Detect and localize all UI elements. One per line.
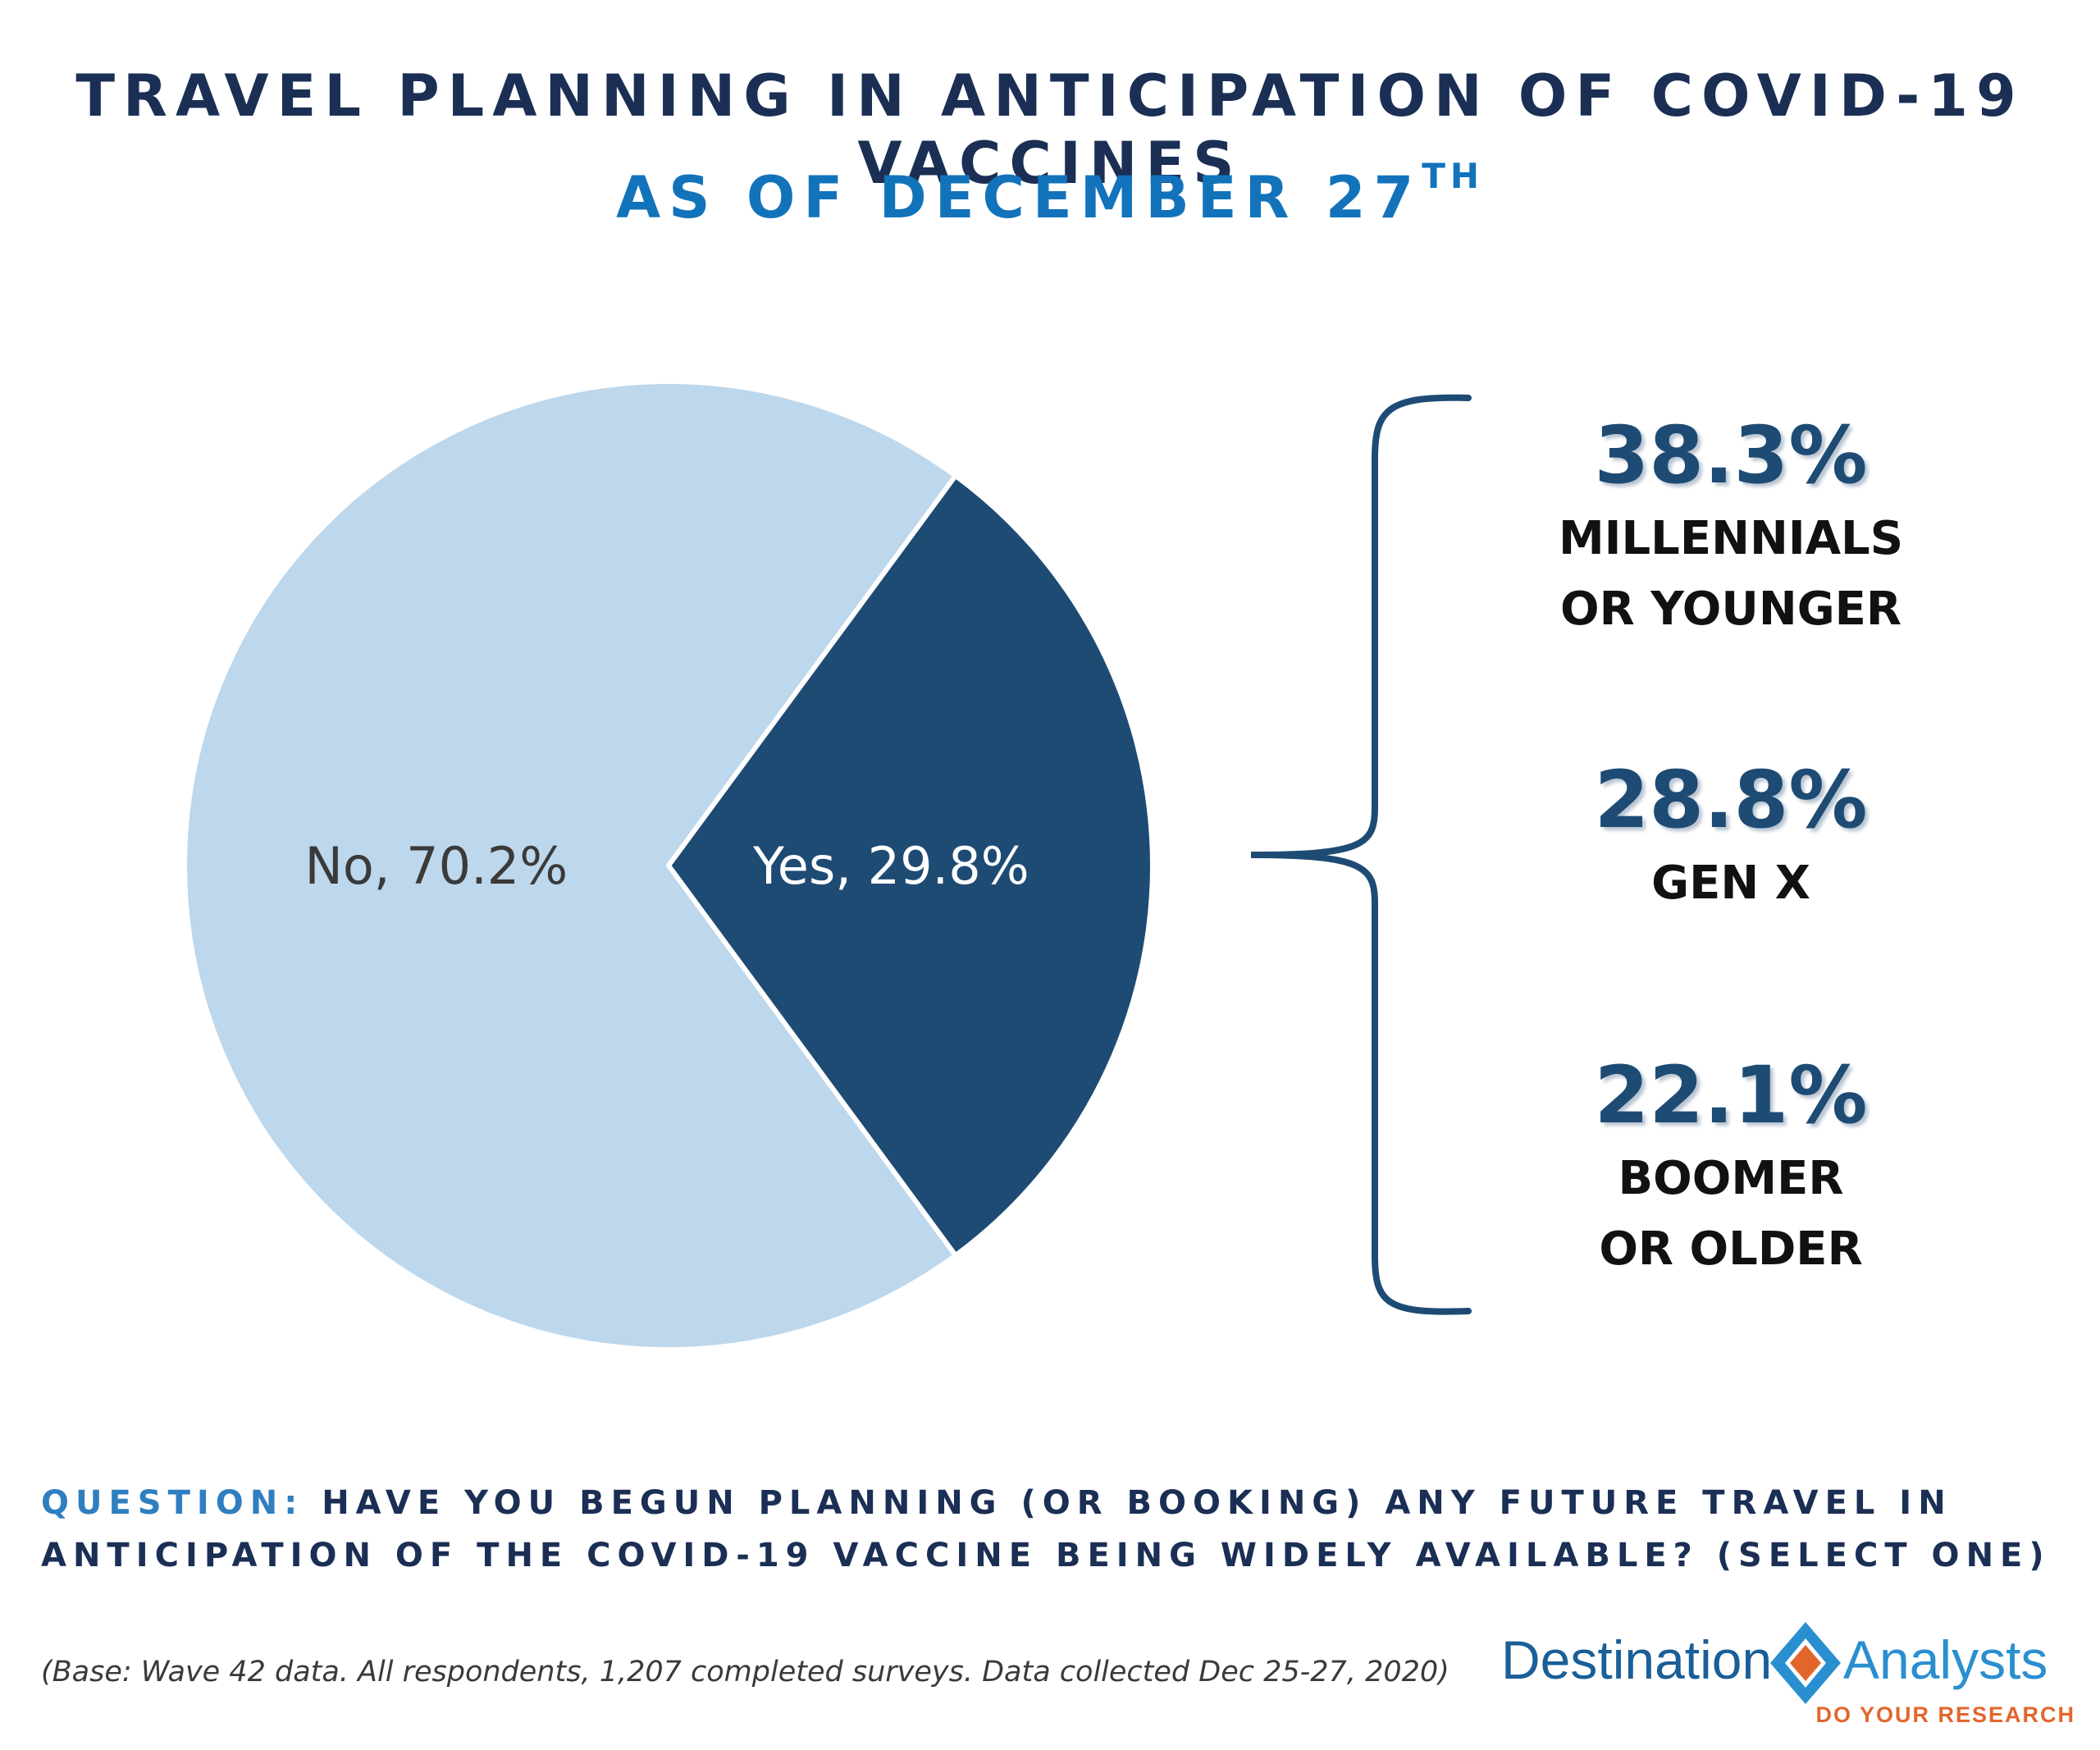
pie-slice-yes <box>666 473 1155 1259</box>
pie-chart: Yes, 29.8% No, 70.2% <box>182 379 1472 1352</box>
breakdown-item-millennials: 38.3% MILLENNIALS OR YOUNGER <box>1526 410 1936 645</box>
logo-word-destination: Destination <box>1501 1629 1773 1690</box>
breakdown-label: MILLENNIALS OR YOUNGER <box>1558 512 1904 636</box>
chart-title: TRAVEL PLANNING IN ANTICIPATION OF COVID… <box>75 62 2025 197</box>
breakdown-label: BOOMER OR OLDER <box>1599 1152 1863 1276</box>
question-label: QUESTION: <box>41 1484 304 1522</box>
survey-question: QUESTION: HAVE YOU BEGUN PLANNING (OR BO… <box>41 1477 2059 1582</box>
breakdown-label: GEN X <box>1651 857 1810 910</box>
pie-slice-no <box>182 379 958 1352</box>
destination-analysts-logo: Destination Analysts DO YOUR RESEARCH <box>1501 1620 2075 1735</box>
subtitle-superscript: TH <box>1422 156 1485 196</box>
chart-subtitle: AS OF DECEMBER 27TH <box>0 156 2100 231</box>
breakdown-value: 38.3% <box>1594 409 1868 501</box>
breakdown-item-boomer: 22.1% BOOMER OR OLDER <box>1526 1050 1936 1285</box>
slice-label-no: No, 70.2% <box>304 836 568 896</box>
diamond-logo-icon <box>1770 1622 1841 1704</box>
breakdown-value: 28.8% <box>1594 754 1868 846</box>
breakdown-item-gen-x: 28.8% GEN X <box>1526 755 1936 919</box>
breakdown-value: 22.1% <box>1594 1049 1868 1141</box>
logo-word-analysts: Analysts <box>1843 1629 2048 1690</box>
logo-tagline: DO YOUR RESEARCH <box>1815 1702 2075 1727</box>
base-footnote: (Base: Wave 42 data. All respondents, 1,… <box>41 1656 1449 1688</box>
subtitle-text: AS OF DECEMBER 27 <box>615 164 1422 231</box>
curly-brace <box>1250 394 1472 1315</box>
question-text: HAVE YOU BEGUN PLANNING (OR BOOKING) ANY… <box>41 1484 2051 1574</box>
slice-label-yes: Yes, 29.8% <box>752 836 1029 896</box>
